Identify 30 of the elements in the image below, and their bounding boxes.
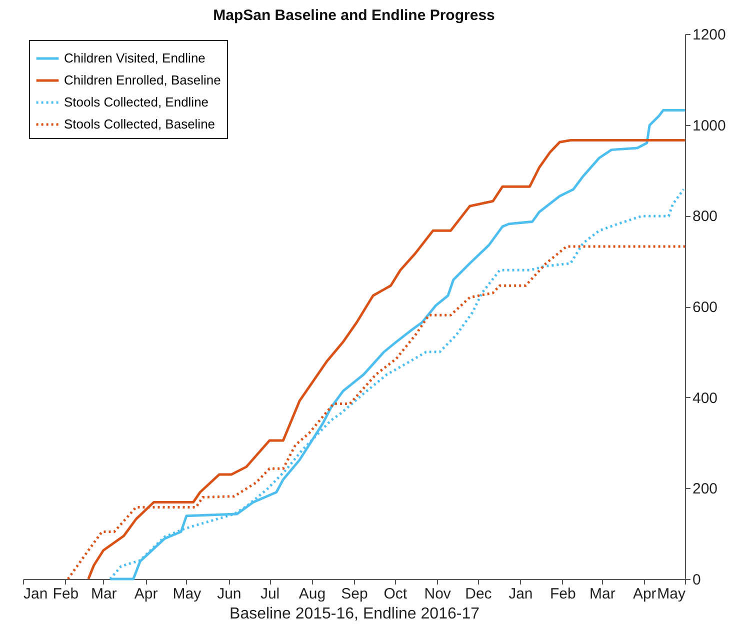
x-tick-label: Aug bbox=[298, 586, 326, 602]
y-tick-label: 200 bbox=[692, 480, 718, 498]
legend-label: Stools Collected, Baseline bbox=[64, 116, 216, 132]
x-tick-label: Jun bbox=[217, 586, 242, 602]
y-tick-label: 1000 bbox=[692, 117, 726, 134]
x-tick-label: Apr bbox=[134, 586, 158, 602]
x-tick-label: Jul bbox=[260, 586, 280, 602]
x-tick-label: Sep bbox=[341, 586, 368, 602]
y-tick-label: 1200 bbox=[692, 26, 726, 44]
y-tick-label: 400 bbox=[692, 390, 718, 407]
legend-label: Stools Collected, Endline bbox=[64, 94, 209, 110]
x-tick-label: Jan bbox=[508, 586, 533, 602]
y-tick-label: 0 bbox=[692, 572, 701, 588]
chart-title: MapSan Baseline and Endline Progress bbox=[213, 7, 495, 24]
x-tick-label: Mar bbox=[589, 586, 616, 602]
x-tick-label: Jan bbox=[24, 586, 48, 602]
x-tick-label: May bbox=[657, 586, 686, 602]
x-tick-label: Mar bbox=[90, 586, 117, 602]
x-tick-label: May bbox=[172, 586, 202, 602]
x-tick-label: Oct bbox=[384, 586, 408, 602]
x-axis-title: Baseline 2015-16, Endline 2016-17 bbox=[230, 606, 480, 622]
y-tick-label: 800 bbox=[692, 208, 718, 226]
x-tick-label: Nov bbox=[424, 586, 452, 602]
legend-label: Children Enrolled, Baseline bbox=[64, 72, 221, 88]
legend-label: Children Visited, Endline bbox=[64, 50, 206, 66]
y-tick-label: 600 bbox=[692, 299, 718, 316]
x-tick-label: Dec bbox=[465, 586, 492, 602]
x-tick-label: Feb bbox=[52, 586, 79, 602]
x-tick-label: Apr bbox=[632, 586, 656, 602]
x-tick-label: Feb bbox=[550, 586, 576, 602]
